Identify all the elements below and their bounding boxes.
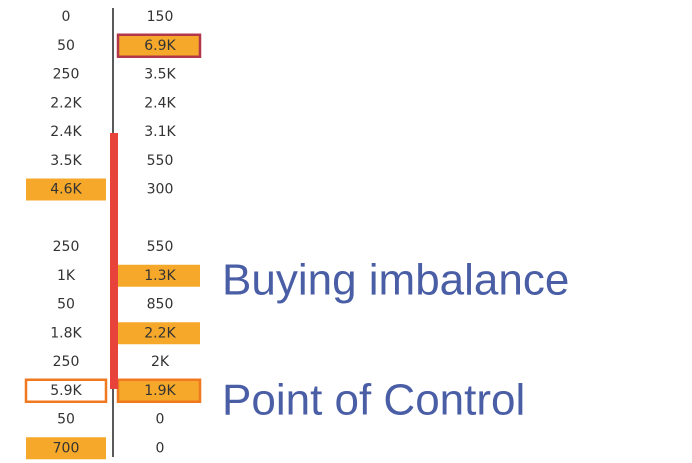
cell-highlight (116, 33, 202, 58)
ask-volume: 300 (147, 182, 174, 198)
ask-volume: 2.2K (144, 325, 176, 341)
ask-volume: 0 (156, 412, 165, 428)
ask-volume: 1.3K (144, 268, 176, 284)
ask-volume: 0 (156, 440, 165, 456)
bid-volume: 2.4K (50, 124, 82, 140)
bid-volume: 1.8K (50, 325, 82, 341)
ask-volume: 550 (147, 153, 174, 169)
bid-volume: 3.5K (50, 153, 82, 169)
annotation: Buying imbalance (222, 256, 569, 305)
bid-volume: 250 (53, 354, 80, 370)
ask-volume: 1.9K (144, 383, 176, 399)
ask-volume: 550 (147, 239, 174, 255)
cell-highlight (24, 378, 108, 403)
cell-highlight (26, 437, 106, 460)
bid-volume: 4.6K (50, 182, 82, 198)
ask-volume: 2.4K (144, 95, 176, 111)
bid-volume: 5.9K (50, 383, 82, 399)
cell-highlight (116, 378, 202, 403)
ask-volume: 150 (147, 9, 174, 25)
bid-volume: 250 (53, 67, 80, 83)
cell-highlight (26, 178, 106, 201)
ask-volume: 2K (151, 354, 170, 370)
ask-volume: 3.5K (144, 67, 176, 83)
ask-volume: 3.1K (144, 124, 176, 140)
bid-volume: 2.2K (50, 95, 82, 111)
bid-volume: 700 (53, 440, 80, 456)
cell-highlight (118, 322, 200, 345)
ask-volume: 6.9K (144, 38, 176, 54)
bid-volume: 50 (57, 412, 75, 428)
value-area-bar (110, 133, 118, 389)
ask-volume: 850 (147, 297, 174, 313)
bid-volume: 50 (57, 297, 75, 313)
annotation: Point of Control (222, 376, 525, 425)
bid-volume: 50 (57, 38, 75, 54)
bid-volume: 250 (53, 239, 80, 255)
bid-volume: 0 (62, 9, 71, 25)
cell-highlight (118, 264, 200, 287)
bid-volume: 1K (57, 268, 76, 284)
